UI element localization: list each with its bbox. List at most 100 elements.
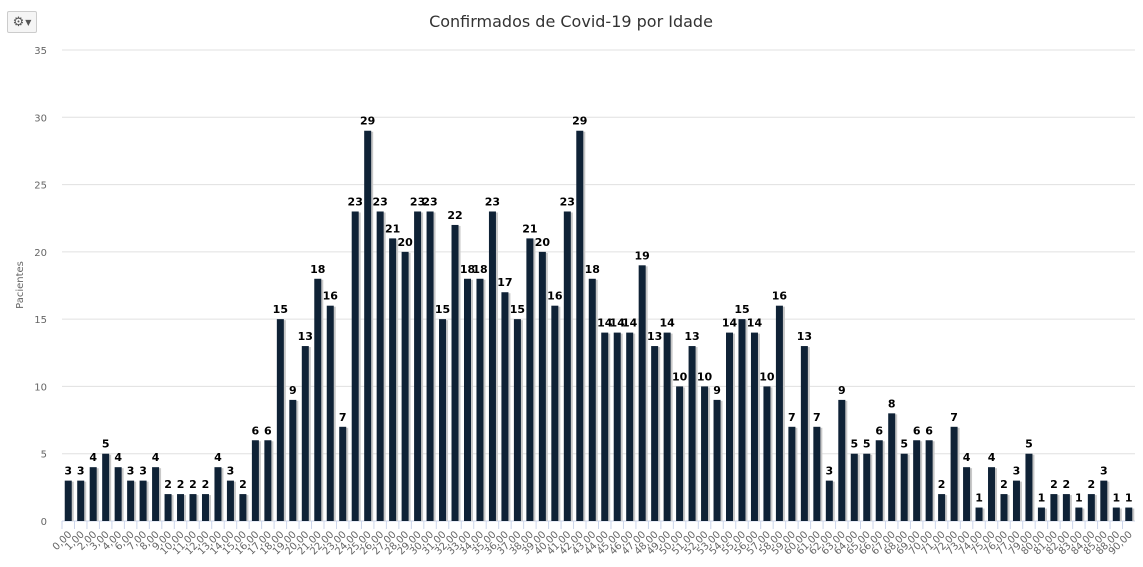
data-label: 6 — [925, 424, 933, 437]
bar[interactable] — [1037, 507, 1045, 521]
bar[interactable] — [738, 319, 746, 521]
bar[interactable] — [750, 332, 758, 521]
bar[interactable] — [426, 211, 434, 521]
bar[interactable] — [501, 292, 509, 521]
bar[interactable] — [488, 211, 496, 521]
chart-menu-button[interactable]: ⚙ ▼ — [7, 11, 37, 33]
bar[interactable] — [89, 467, 97, 521]
bar[interactable] — [251, 440, 259, 521]
data-label: 6 — [264, 424, 272, 437]
bar[interactable] — [139, 480, 147, 521]
caret-down-icon: ▼ — [25, 17, 32, 27]
bar[interactable] — [963, 467, 971, 521]
bar[interactable] — [663, 332, 671, 521]
bar[interactable] — [726, 332, 734, 521]
bar[interactable] — [102, 453, 110, 521]
bar[interactable] — [1000, 494, 1008, 521]
bar[interactable] — [451, 224, 459, 521]
bar[interactable] — [1125, 507, 1133, 521]
bar[interactable] — [314, 278, 322, 521]
bar[interactable] — [189, 494, 197, 521]
data-label: 22 — [447, 209, 462, 222]
data-label: 3 — [64, 465, 72, 478]
bar[interactable] — [152, 467, 160, 521]
bar[interactable] — [164, 494, 172, 521]
bar[interactable] — [1062, 494, 1070, 521]
bar[interactable] — [626, 332, 634, 521]
bar[interactable] — [77, 480, 85, 521]
bar[interactable] — [1100, 480, 1108, 521]
y-tick-label: 35 — [34, 46, 47, 57]
bar[interactable] — [838, 399, 846, 521]
bar[interactable] — [701, 386, 709, 521]
bar[interactable] — [264, 440, 272, 521]
bar[interactable] — [601, 332, 609, 521]
bar[interactable] — [888, 413, 896, 521]
bar[interactable] — [226, 480, 234, 521]
bar[interactable] — [900, 453, 908, 521]
bar[interactable] — [326, 305, 334, 521]
bar[interactable] — [588, 278, 596, 521]
bar[interactable] — [439, 319, 447, 521]
bar[interactable] — [114, 467, 122, 521]
bar[interactable] — [988, 467, 996, 521]
bar[interactable] — [376, 211, 384, 521]
bar[interactable] — [576, 130, 584, 521]
bar[interactable] — [214, 467, 222, 521]
bar[interactable] — [1087, 494, 1095, 521]
bar[interactable] — [825, 480, 833, 521]
bar[interactable] — [763, 386, 771, 521]
data-label: 1 — [975, 492, 983, 505]
bar[interactable] — [526, 238, 534, 521]
bar[interactable] — [788, 426, 796, 521]
bar[interactable] — [651, 346, 659, 521]
bar[interactable] — [688, 346, 696, 521]
data-label: 6 — [252, 424, 260, 437]
bar[interactable] — [1112, 507, 1120, 521]
bar[interactable] — [713, 399, 721, 521]
bar[interactable] — [289, 399, 297, 521]
bar[interactable] — [127, 480, 135, 521]
bar[interactable] — [551, 305, 559, 521]
bar[interactable] — [800, 346, 808, 521]
bar[interactable] — [301, 346, 309, 521]
bar[interactable] — [913, 440, 921, 521]
bar[interactable] — [563, 211, 571, 521]
bar[interactable] — [676, 386, 684, 521]
bar[interactable] — [414, 211, 422, 521]
bar[interactable] — [1075, 507, 1083, 521]
bar[interactable] — [638, 265, 646, 521]
bar[interactable] — [1025, 453, 1033, 521]
bar[interactable] — [401, 251, 409, 521]
bar[interactable] — [1012, 480, 1020, 521]
bar[interactable] — [875, 440, 883, 521]
bar[interactable] — [351, 211, 359, 521]
bar[interactable] — [239, 494, 247, 521]
bar[interactable] — [863, 453, 871, 521]
bar[interactable] — [925, 440, 933, 521]
bar[interactable] — [201, 494, 209, 521]
bar[interactable] — [813, 426, 821, 521]
bar[interactable] — [613, 332, 621, 521]
data-label: 2 — [1088, 478, 1096, 491]
bar[interactable] — [975, 507, 983, 521]
bar[interactable] — [339, 426, 347, 521]
bar[interactable] — [775, 305, 783, 521]
data-label: 5 — [1025, 438, 1033, 451]
bar[interactable] — [476, 278, 484, 521]
bar[interactable] — [177, 494, 185, 521]
bar[interactable] — [389, 238, 397, 521]
bar[interactable] — [938, 494, 946, 521]
bar[interactable] — [64, 480, 72, 521]
bar[interactable] — [538, 251, 546, 521]
bar[interactable] — [463, 278, 471, 521]
data-label: 3 — [227, 465, 235, 478]
bar[interactable] — [950, 426, 958, 521]
bar[interactable] — [513, 319, 521, 521]
bar[interactable] — [276, 319, 284, 521]
data-label: 19 — [635, 249, 650, 262]
bar[interactable] — [850, 453, 858, 521]
bar[interactable] — [1050, 494, 1058, 521]
bar[interactable] — [364, 130, 372, 521]
